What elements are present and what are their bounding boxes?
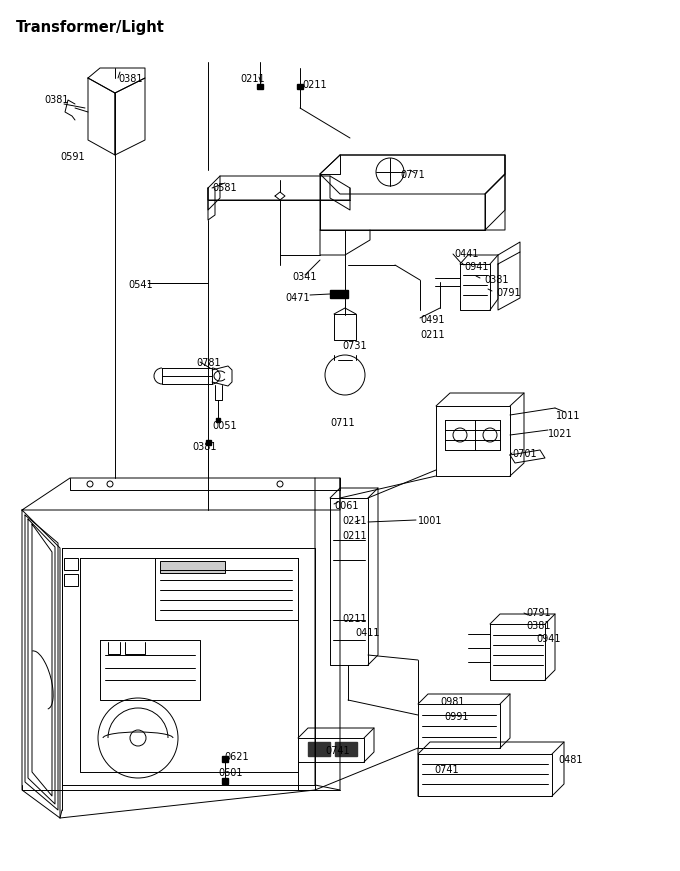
Text: 0481: 0481 — [558, 755, 583, 765]
Text: 0941: 0941 — [536, 634, 560, 644]
Circle shape — [453, 428, 467, 442]
Text: 0211: 0211 — [302, 80, 326, 90]
Text: 0381: 0381 — [44, 95, 69, 105]
Text: 0441: 0441 — [454, 249, 479, 259]
Text: 1021: 1021 — [548, 429, 573, 439]
Text: 0701: 0701 — [512, 449, 537, 459]
Text: 0211: 0211 — [240, 74, 265, 84]
Text: 0211: 0211 — [420, 330, 445, 340]
Text: 0061: 0061 — [334, 501, 358, 511]
Text: 1001: 1001 — [418, 516, 443, 526]
Text: 0941: 0941 — [464, 262, 488, 272]
Text: 0781: 0781 — [196, 358, 220, 368]
Text: 0341: 0341 — [292, 272, 316, 282]
Text: 0211: 0211 — [342, 614, 367, 624]
Text: 0591: 0591 — [60, 152, 84, 162]
Text: 0411: 0411 — [355, 628, 379, 638]
Text: 0381: 0381 — [118, 74, 143, 84]
Bar — [330, 290, 348, 298]
Text: 0741: 0741 — [325, 746, 350, 756]
Bar — [216, 418, 220, 422]
Bar — [335, 742, 357, 756]
Text: 0381: 0381 — [192, 442, 216, 452]
Text: 0791: 0791 — [496, 288, 521, 298]
Text: 0601: 0601 — [218, 768, 243, 778]
Text: Transformer/Light: Transformer/Light — [16, 20, 165, 35]
Circle shape — [87, 481, 93, 487]
Bar — [206, 440, 211, 445]
Text: 0381: 0381 — [484, 275, 509, 285]
Text: 0471: 0471 — [285, 293, 309, 303]
Text: 0211: 0211 — [342, 516, 367, 526]
Text: 0491: 0491 — [420, 315, 445, 325]
Text: 0381: 0381 — [526, 621, 551, 631]
Text: 0791: 0791 — [526, 608, 551, 618]
Text: 0991: 0991 — [444, 712, 469, 722]
Bar — [64, 558, 78, 570]
Circle shape — [277, 481, 283, 487]
Text: 0211: 0211 — [342, 531, 367, 541]
Bar — [160, 561, 225, 573]
Text: 0051: 0051 — [212, 421, 237, 431]
Bar — [64, 574, 78, 586]
Bar — [308, 742, 330, 756]
Text: 0711: 0711 — [330, 418, 355, 428]
Text: 0541: 0541 — [128, 280, 152, 290]
Circle shape — [483, 428, 497, 442]
Text: 0731: 0731 — [342, 341, 367, 351]
Text: 0621: 0621 — [224, 752, 249, 762]
Text: 0581: 0581 — [212, 183, 237, 193]
Text: 0771: 0771 — [400, 170, 425, 180]
Bar — [222, 756, 228, 762]
Circle shape — [130, 730, 146, 746]
Bar — [297, 84, 303, 89]
Circle shape — [107, 481, 113, 487]
Text: 0981: 0981 — [440, 697, 464, 707]
Bar — [257, 84, 263, 89]
Text: 1011: 1011 — [556, 411, 581, 421]
Bar — [222, 778, 228, 784]
Text: 0741: 0741 — [434, 765, 458, 775]
